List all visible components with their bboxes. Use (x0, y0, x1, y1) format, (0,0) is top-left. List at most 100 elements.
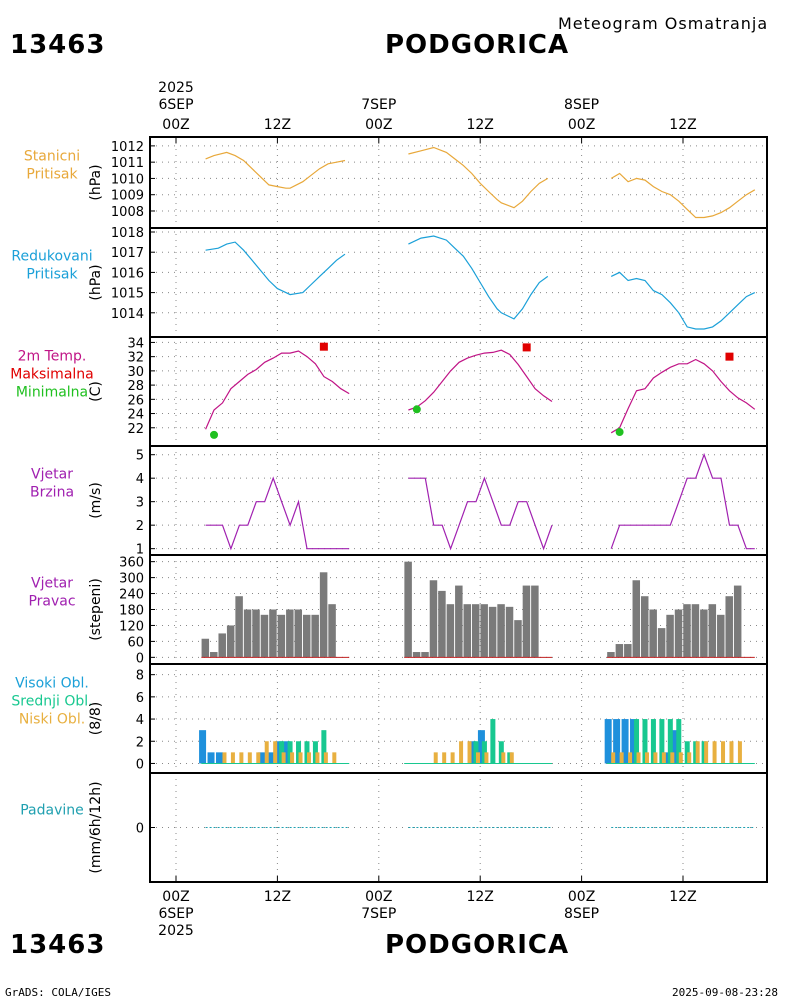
panel-label: Redukovani (11, 249, 92, 265)
wind-direction-bar (531, 585, 539, 658)
cloud-bar-low (332, 752, 337, 764)
y-tick-label: 1014 (111, 307, 144, 322)
tmax-marker (725, 352, 734, 361)
panel-frame (149, 772, 768, 883)
y-tick-label: 2 (136, 735, 144, 750)
cloud-bar-low (450, 752, 455, 764)
top-date-label: 6SEP (158, 97, 193, 113)
cloud-bar-low (653, 752, 658, 764)
cloud-bar-low (712, 741, 717, 764)
wind-direction-bar (294, 609, 303, 658)
cloud-bar-low (433, 752, 438, 764)
wind-direction-bar (404, 561, 412, 658)
reduced_pressure-line (610, 271, 756, 330)
wind-direction-bar (683, 604, 691, 658)
cloud-bar-low (230, 752, 235, 764)
panel-label: Padavine (20, 803, 84, 819)
wind-direction-bar (725, 596, 733, 658)
tmax-marker (522, 343, 531, 352)
temperature-line (205, 350, 350, 430)
y-tick-label: 32 (127, 351, 144, 366)
cloud-bar-high (613, 719, 621, 764)
wind-direction-bar (497, 604, 505, 658)
cloud-bar-mid (676, 719, 682, 764)
wind-direction-bar (277, 614, 286, 658)
wind-direction-bar (708, 604, 717, 658)
cloud-bar-low (484, 752, 489, 764)
y-axis-unit: (hPa) (88, 164, 104, 200)
y-tick-label: 5 (136, 449, 144, 464)
cloud-bar-high (630, 719, 638, 764)
y-tick-label: 3 (136, 496, 144, 511)
cloud-bar-mid (650, 719, 656, 764)
panel-label: Minimalna (16, 385, 88, 401)
y-tick-label: 1 (136, 543, 144, 558)
top-hour-label: 00Z (162, 117, 189, 133)
y-tick-label: 6 (136, 691, 144, 706)
cloud-bar-low (247, 752, 252, 764)
wind-direction-bar (624, 644, 632, 658)
y-tick-label: 30 (127, 365, 144, 380)
wind_speed-line (205, 476, 350, 551)
wind-direction-bar (522, 585, 531, 658)
cloud-bar-low (661, 752, 666, 764)
y-tick-label: 60 (127, 635, 144, 650)
temperature-line (408, 349, 553, 411)
cloud-bar-low (729, 741, 734, 764)
panel-label: Niski Obl. (19, 712, 85, 728)
cloud-bar-low (222, 752, 227, 764)
wind-direction-bar (463, 604, 472, 658)
bottom-date-label: 8SEP (564, 906, 599, 922)
top-date-label: 7SEP (361, 97, 396, 113)
bottom-date-label: 7SEP (361, 906, 396, 922)
cloud-bar-high (207, 752, 215, 764)
bottom-hour-label: 00Z (568, 889, 595, 905)
y-tick-label: 1018 (111, 226, 144, 241)
y-tick-label: 26 (127, 393, 144, 408)
wind-direction-bar (412, 652, 421, 658)
y-tick-label: 22 (127, 422, 144, 437)
wind_speed-line (610, 452, 755, 550)
tmin-marker (615, 428, 624, 437)
wind-direction-bar (218, 633, 226, 658)
tmin-marker (412, 405, 421, 414)
wind-direction-bar (235, 596, 243, 658)
cloud-bar-low (695, 741, 700, 764)
cloud-bar-high (663, 752, 671, 764)
station_pressure-line (610, 172, 756, 219)
cloud-bar-high (604, 719, 612, 764)
wind-direction-bar (446, 604, 455, 658)
timestamp: 2025-09-08-23:28 (672, 986, 778, 999)
y-tick-label: 1016 (111, 266, 144, 281)
panel-label: Brzina (30, 485, 74, 501)
wind-direction-bar (666, 614, 674, 658)
y-tick-label: 1010 (111, 172, 144, 187)
wind-direction-bar (438, 590, 446, 658)
footer-station-name: PODGORICA (385, 930, 570, 960)
wind-direction-bar (674, 609, 683, 658)
panel-frame (149, 336, 768, 447)
cloud-bar-low (256, 752, 261, 764)
y-tick-label: 28 (127, 379, 144, 394)
panel-label: 2m Temp. (18, 349, 87, 365)
wind-direction-bar (733, 585, 742, 658)
bottom-hour-label: 12Z (669, 889, 696, 905)
station_pressure-line (205, 151, 346, 189)
wind-direction-bar (632, 580, 641, 658)
wind-direction-bar (700, 609, 708, 658)
wind-direction-bar (615, 644, 624, 658)
cloud-bar-low (264, 741, 269, 764)
top-year-label: 2025 (158, 80, 194, 96)
cloud-bar-high (283, 741, 291, 764)
tmax-marker (319, 342, 328, 351)
panel-frame (149, 445, 768, 556)
station-id: 13463 (10, 30, 106, 60)
y-tick-label: 120 (119, 619, 144, 634)
cloud-bar-low (509, 752, 514, 764)
y-tick-label: 34 (127, 336, 144, 351)
cloud-bar-high (621, 719, 629, 764)
y-axis-unit: (C) (88, 381, 104, 402)
y-tick-label: 300 (119, 572, 144, 587)
top-date-label: 8SEP (564, 97, 599, 113)
y-tick-label: 4 (136, 713, 144, 728)
